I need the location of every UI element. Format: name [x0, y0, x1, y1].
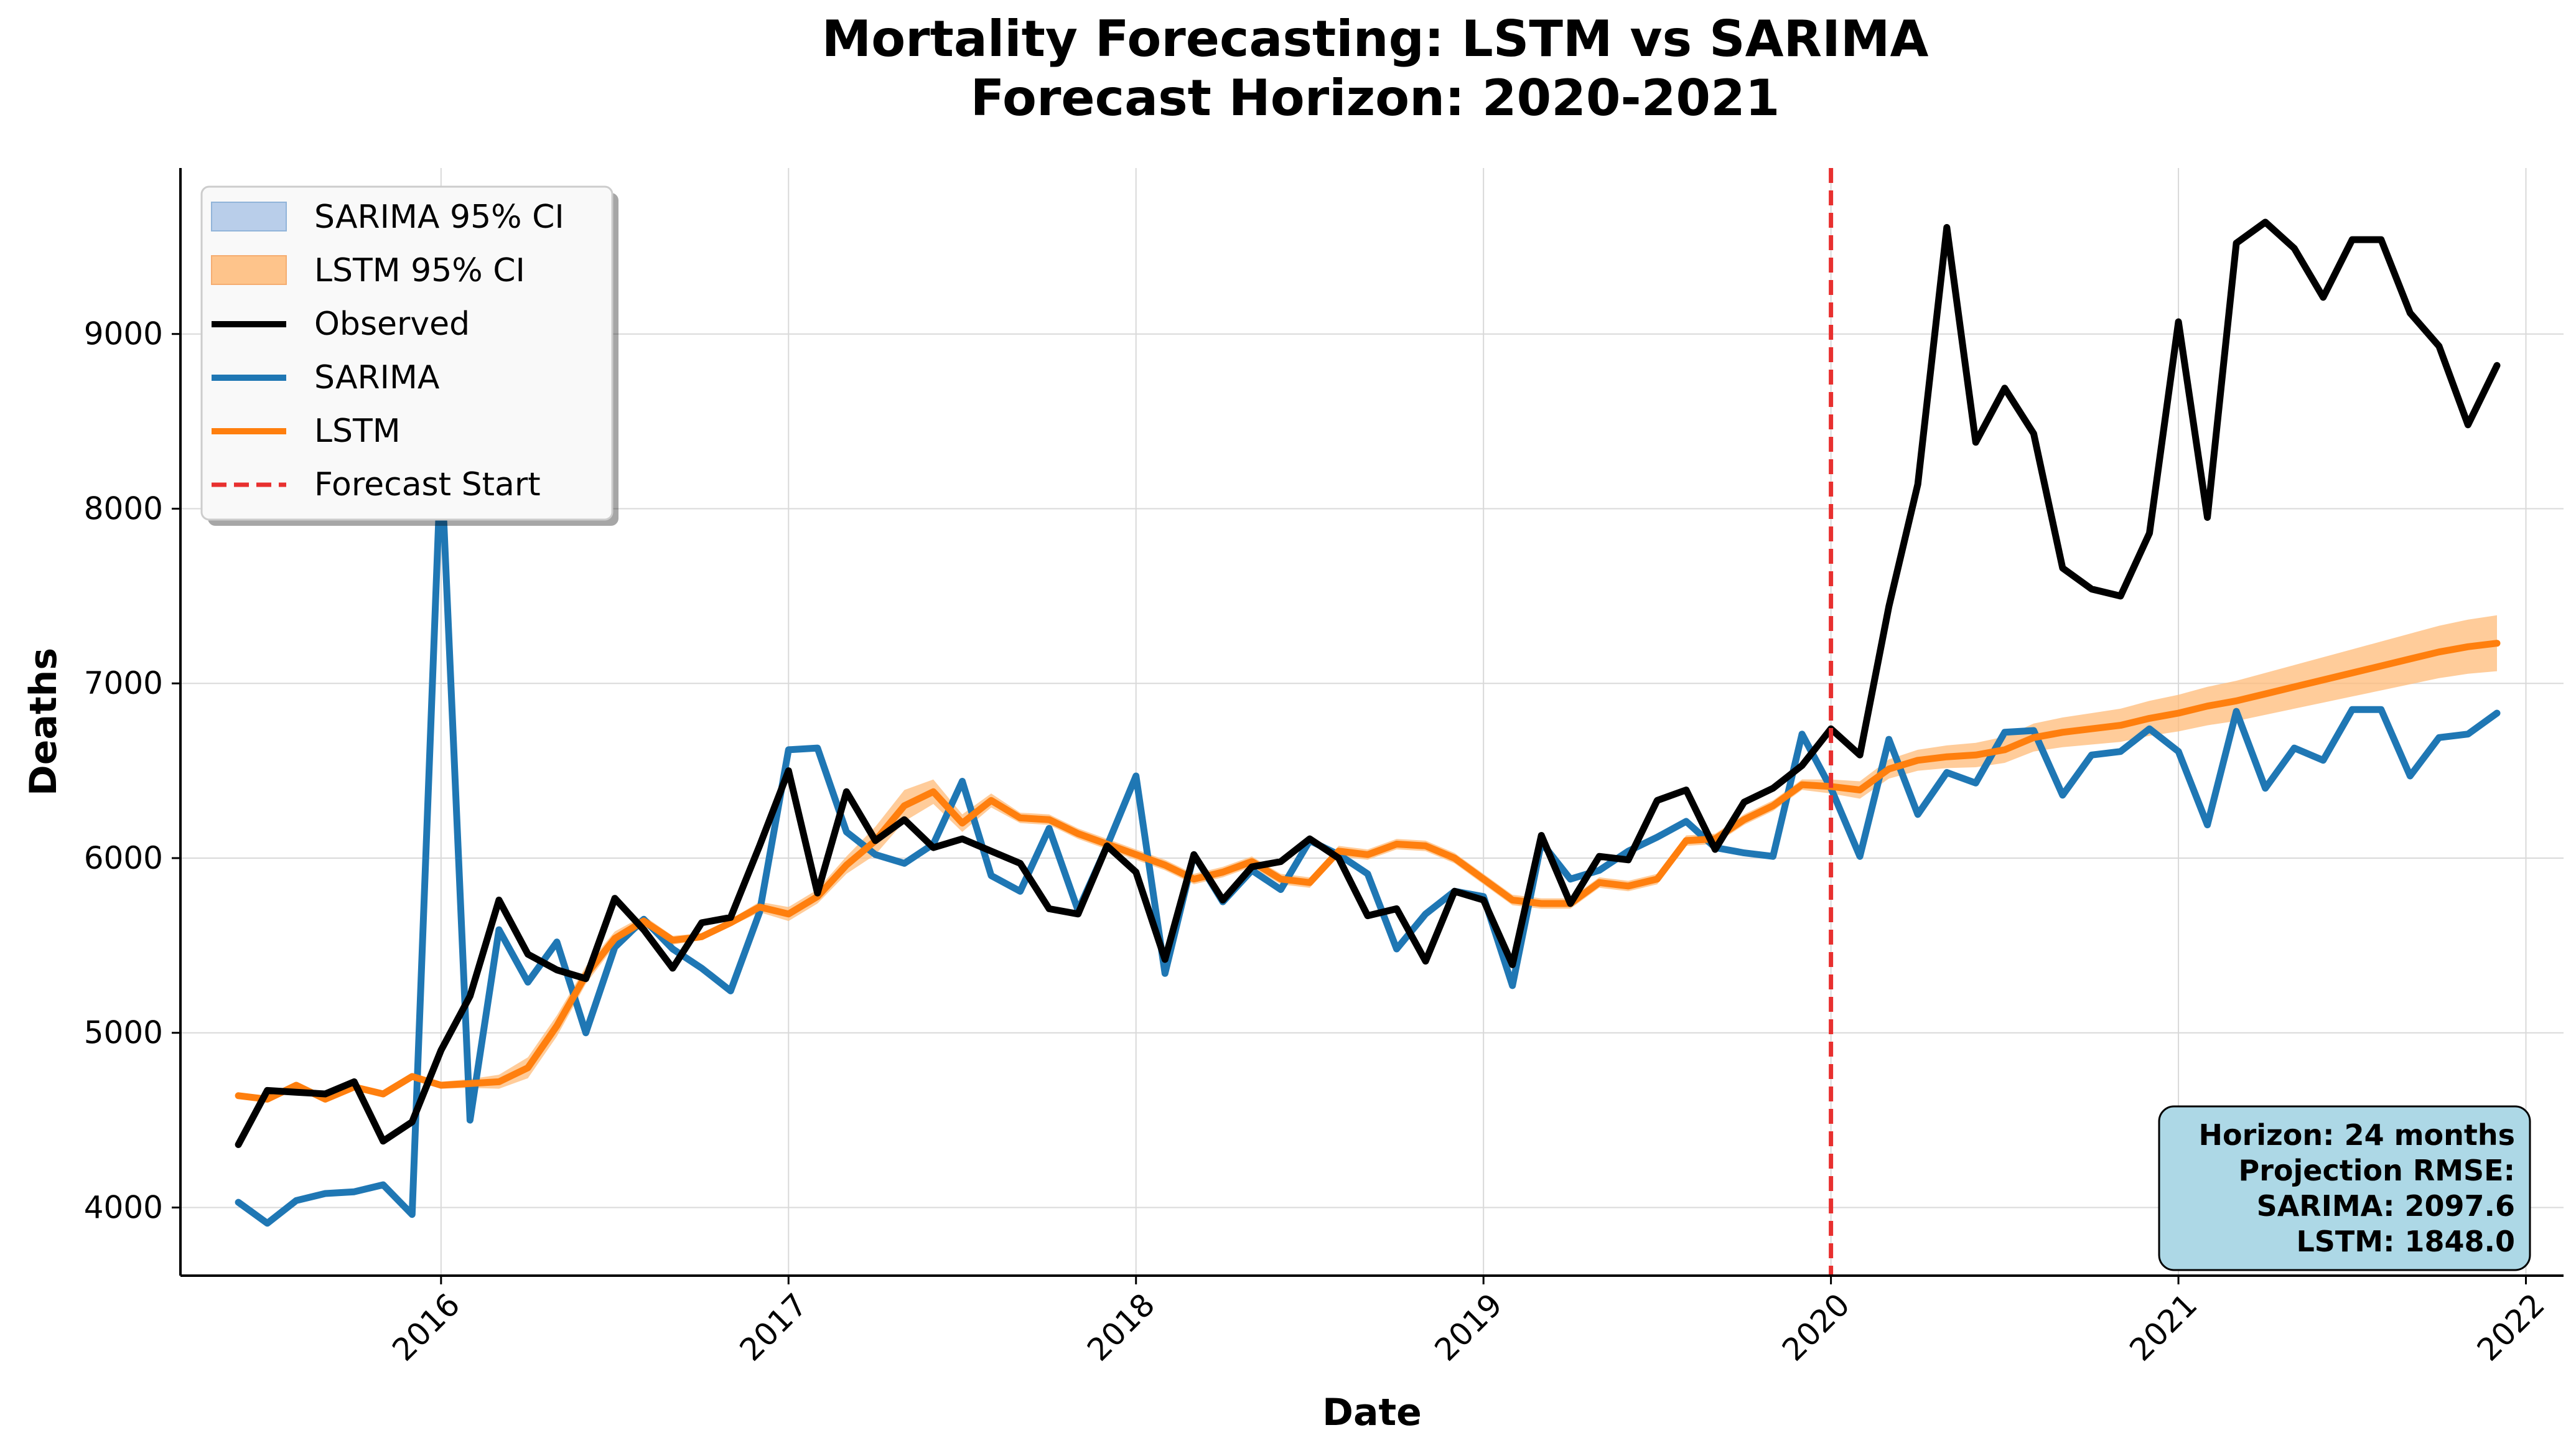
lstm-ci-band-group — [238, 615, 2497, 1102]
stats-sarima-rmse: SARIMA: 2097.6 — [2257, 1189, 2515, 1223]
x-tick-label-2016: 2016 — [385, 1286, 467, 1368]
legend-label-lstm: LSTM — [314, 413, 401, 450]
legend-label-lstm-ci: LSTM 95% CI — [314, 252, 525, 289]
series-line-observed — [235, 218, 2501, 1148]
x-axis-label: Date — [1322, 1391, 1422, 1434]
x-tick-label-2017: 2017 — [733, 1286, 814, 1368]
legend-swatch-sarima-ci — [211, 202, 287, 231]
x-ticks: 2016 2017 2018 2019 2020 2021 2022 — [385, 1276, 2552, 1368]
legend: SARIMA 95% CI LSTM 95% CI Observed SARIM… — [200, 185, 618, 526]
x-tick-label-2018: 2018 — [1080, 1286, 1162, 1368]
series-line-lstm — [235, 640, 2501, 1103]
x-tick-label-2019: 2019 — [1428, 1286, 1510, 1368]
y-tick-label-9000: 9000 — [84, 316, 163, 352]
y-tick-label-4000: 4000 — [84, 1190, 163, 1226]
chart-subtitle: Forecast Horizon: 2020-2021 — [971, 69, 1780, 127]
series-line-sarima — [235, 454, 2501, 1227]
y-tick-label-5000: 5000 — [84, 1015, 163, 1051]
legend-label-forecast-start: Forecast Start — [314, 466, 541, 503]
lstm-ci-band — [238, 615, 2497, 1102]
stats-box: Horizon: 24 months Projection RMSE: SARI… — [2158, 1105, 2531, 1271]
y-tick-label-7000: 7000 — [84, 665, 163, 701]
stats-rmse-heading: Projection RMSE: — [2238, 1154, 2515, 1187]
y-axis-label: Deaths — [22, 648, 65, 796]
y-ticks: 4000 5000 6000 7000 8000 9000 — [84, 316, 180, 1226]
x-tick-label-2022: 2022 — [2470, 1286, 2552, 1368]
legend-swatch-lstm-ci — [211, 255, 287, 285]
series-lines-group — [235, 218, 2501, 1227]
x-tick-label-2021: 2021 — [2123, 1286, 2205, 1368]
x-tick-label-2020: 2020 — [1775, 1286, 1857, 1368]
chart-title: Mortality Forecasting: LSTM vs SARIMA — [822, 10, 1929, 68]
axes — [179, 168, 2564, 1277]
legend-label-sarima-ci: SARIMA 95% CI — [314, 199, 564, 236]
stats-horizon: Horizon: 24 months — [2198, 1118, 2515, 1152]
stats-box-background — [2158, 1105, 2531, 1271]
y-tick-label-6000: 6000 — [84, 840, 163, 876]
legend-box — [200, 185, 614, 521]
y-tick-label-8000: 8000 — [84, 490, 163, 526]
legend-label-sarima: SARIMA — [314, 359, 440, 396]
legend-label-observed: Observed — [314, 306, 470, 343]
stats-lstm-rmse: LSTM: 1848.0 — [2296, 1225, 2515, 1258]
